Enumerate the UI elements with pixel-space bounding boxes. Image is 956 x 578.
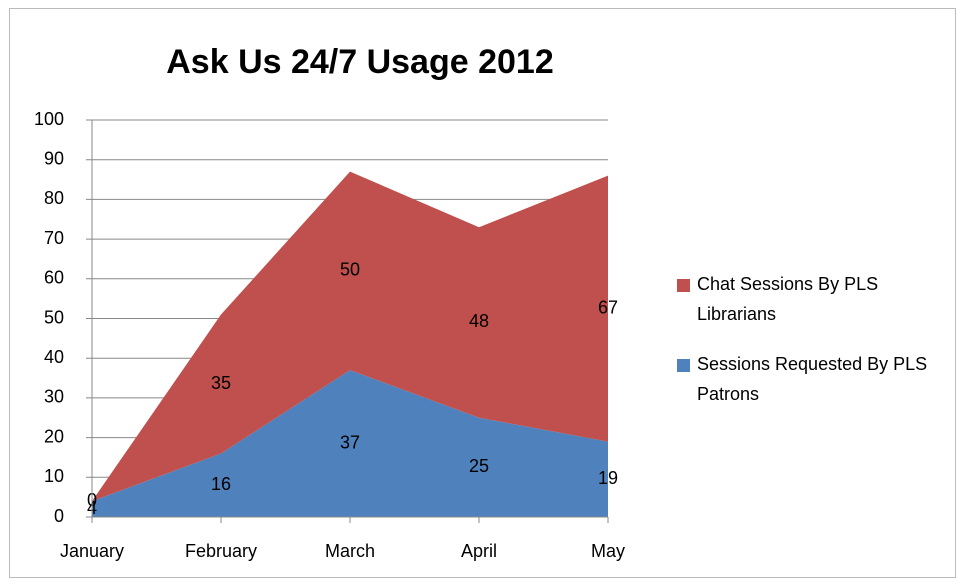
data-label: 16 <box>211 474 231 494</box>
x-tick-label: April <box>461 541 497 561</box>
legend-line: Patrons <box>697 384 759 404</box>
y-tick-label: 30 <box>44 387 64 407</box>
y-tick-label: 80 <box>44 188 64 208</box>
legend-swatch <box>677 279 690 292</box>
legend-line: Sessions Requested By PLS <box>697 354 932 374</box>
y-tick-label: 90 <box>44 148 64 168</box>
legend-label: Chat Sessions By PLS Librarians <box>697 274 883 324</box>
data-label: 35 <box>211 373 231 393</box>
y-tick-label: 100 <box>34 109 64 129</box>
y-tick-label: 70 <box>44 228 64 248</box>
y-tick-label: 10 <box>44 466 64 486</box>
legend-line: Chat Sessions By PLS <box>697 274 883 294</box>
legend-label: Sessions Requested By PLS Patrons <box>697 354 932 404</box>
x-tick-label: January <box>60 541 124 561</box>
chart-title: Ask Us 24/7 Usage 2012 <box>166 43 553 81</box>
data-label: 48 <box>469 311 489 331</box>
y-tick-label: 0 <box>54 506 64 526</box>
area <box>92 171 608 502</box>
x-tick-label: May <box>591 541 625 561</box>
y-tick-label: 40 <box>44 347 64 367</box>
legend-line: Librarians <box>697 304 776 324</box>
y-tick-label: 20 <box>44 426 64 446</box>
data-label: 37 <box>340 432 360 452</box>
x-tick-label: February <box>185 541 257 561</box>
y-tick-label: 60 <box>44 268 64 288</box>
x-tick-label: March <box>325 541 375 561</box>
legend-swatch <box>677 359 690 372</box>
data-label: 25 <box>469 456 489 476</box>
y-tick-label: 50 <box>44 307 64 327</box>
data-label: 50 <box>340 260 360 280</box>
data-label: 67 <box>598 297 618 317</box>
data-label: 19 <box>598 468 618 488</box>
area <box>92 370 608 517</box>
